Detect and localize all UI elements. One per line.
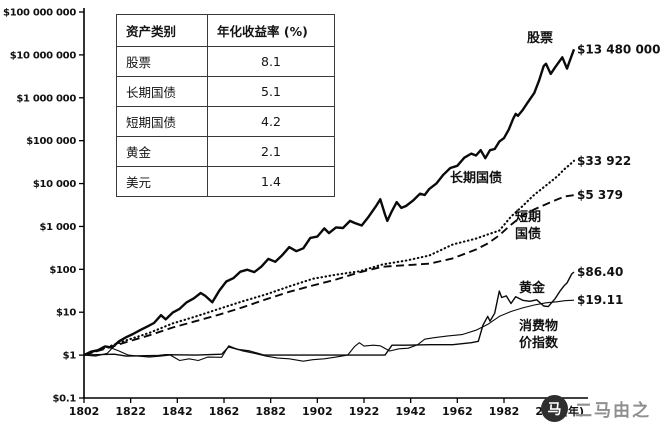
y-tick-label: $100 000 000: [3, 8, 76, 19]
return-value-dollar: 1.4: [207, 166, 335, 197]
x-tick-label: 1862: [209, 405, 240, 418]
gold-end-value: $86.40: [577, 265, 623, 279]
asset-name-long-bonds: 长期国债: [116, 76, 208, 107]
long-bonds-end-value: $33 922: [577, 154, 631, 168]
return-value-short-bonds: 4.2: [207, 106, 335, 137]
gold-label: 黄金: [519, 280, 546, 296]
y-tick-label: $10 000 000: [10, 50, 77, 61]
short-bonds-label: 国债: [515, 226, 541, 242]
short-bonds-line: [83, 194, 575, 357]
asset-name-dollar: 美元: [116, 166, 208, 197]
x-tick-label: 1802: [69, 405, 100, 418]
asset-returns-table: 资产类别 年化收益率 (%) 股票 8.1 长期国债 5.1 短期国债 4.2 …: [116, 14, 335, 197]
y-tick-label: $100 000: [26, 136, 76, 147]
stocks-end-value: $13 480 000: [577, 42, 660, 56]
table-row: 短期国债 4.2: [116, 106, 335, 137]
y-tick-label: $1: [63, 351, 77, 362]
annualized-return-header: 年化收益率 (%): [207, 14, 335, 47]
long-bonds-line: [82, 159, 576, 357]
short-bonds-label: 短期: [515, 209, 541, 225]
watermark-text: 二马由之: [575, 401, 651, 421]
asset-name-short-bonds: 短期国债: [116, 106, 208, 137]
x-tick-label: 1942: [395, 405, 426, 418]
short-bonds-end-value: $5 379: [577, 188, 623, 202]
watermark: 马 二马由之: [541, 395, 651, 422]
stocks-line: [83, 48, 576, 357]
x-tick-label: 1922: [349, 405, 380, 418]
cpi-label: 消费物: [519, 318, 558, 334]
table-row: 长期国债 5.1: [116, 76, 335, 107]
x-tick-label: 1842: [162, 405, 193, 418]
long-bonds-label: 长期国债: [450, 170, 502, 186]
asset-class-header: 资产类别: [116, 14, 208, 47]
y-tick-label: $10: [56, 308, 76, 319]
x-tick-label: 1962: [442, 405, 473, 418]
asset-name-stocks: 股票: [116, 46, 208, 77]
stocks-label: 股票: [527, 30, 553, 46]
return-value-gold: 2.1: [207, 136, 335, 167]
y-tick-label: $10 000: [33, 179, 76, 190]
return-value-stocks: 8.1: [207, 46, 335, 77]
table-row: 股票 8.1: [116, 46, 335, 77]
x-tick-label: 1982: [489, 405, 520, 418]
watermark-logo-glyph: 马: [547, 401, 562, 418]
x-axis-unit-label: (年): [563, 404, 584, 418]
y-tick-label: $0.1: [53, 394, 77, 405]
watermark-logo-icon: 马: [541, 395, 568, 422]
gold-line: [83, 271, 575, 357]
cpi-end-value: $19.11: [577, 293, 623, 307]
y-tick-label: $1 000: [40, 222, 77, 233]
cpi-label: 价指数: [519, 335, 559, 351]
x-tick-label: 1902: [302, 405, 333, 418]
y-tick-label: $100: [49, 265, 76, 276]
y-tick-label: $1 000 000: [16, 93, 76, 104]
table-row: 美元 1.4: [116, 166, 335, 197]
asset-name-gold: 黄金: [116, 136, 208, 167]
return-value-long-bonds: 5.1: [207, 76, 335, 107]
table-header-row: 资产类别 年化收益率 (%): [116, 14, 335, 47]
table-row: 黄金 2.1: [116, 136, 335, 167]
x-tick-label: 1882: [255, 405, 286, 418]
cpi-line: [83, 299, 575, 362]
x-tick-label: 1822: [115, 405, 146, 418]
